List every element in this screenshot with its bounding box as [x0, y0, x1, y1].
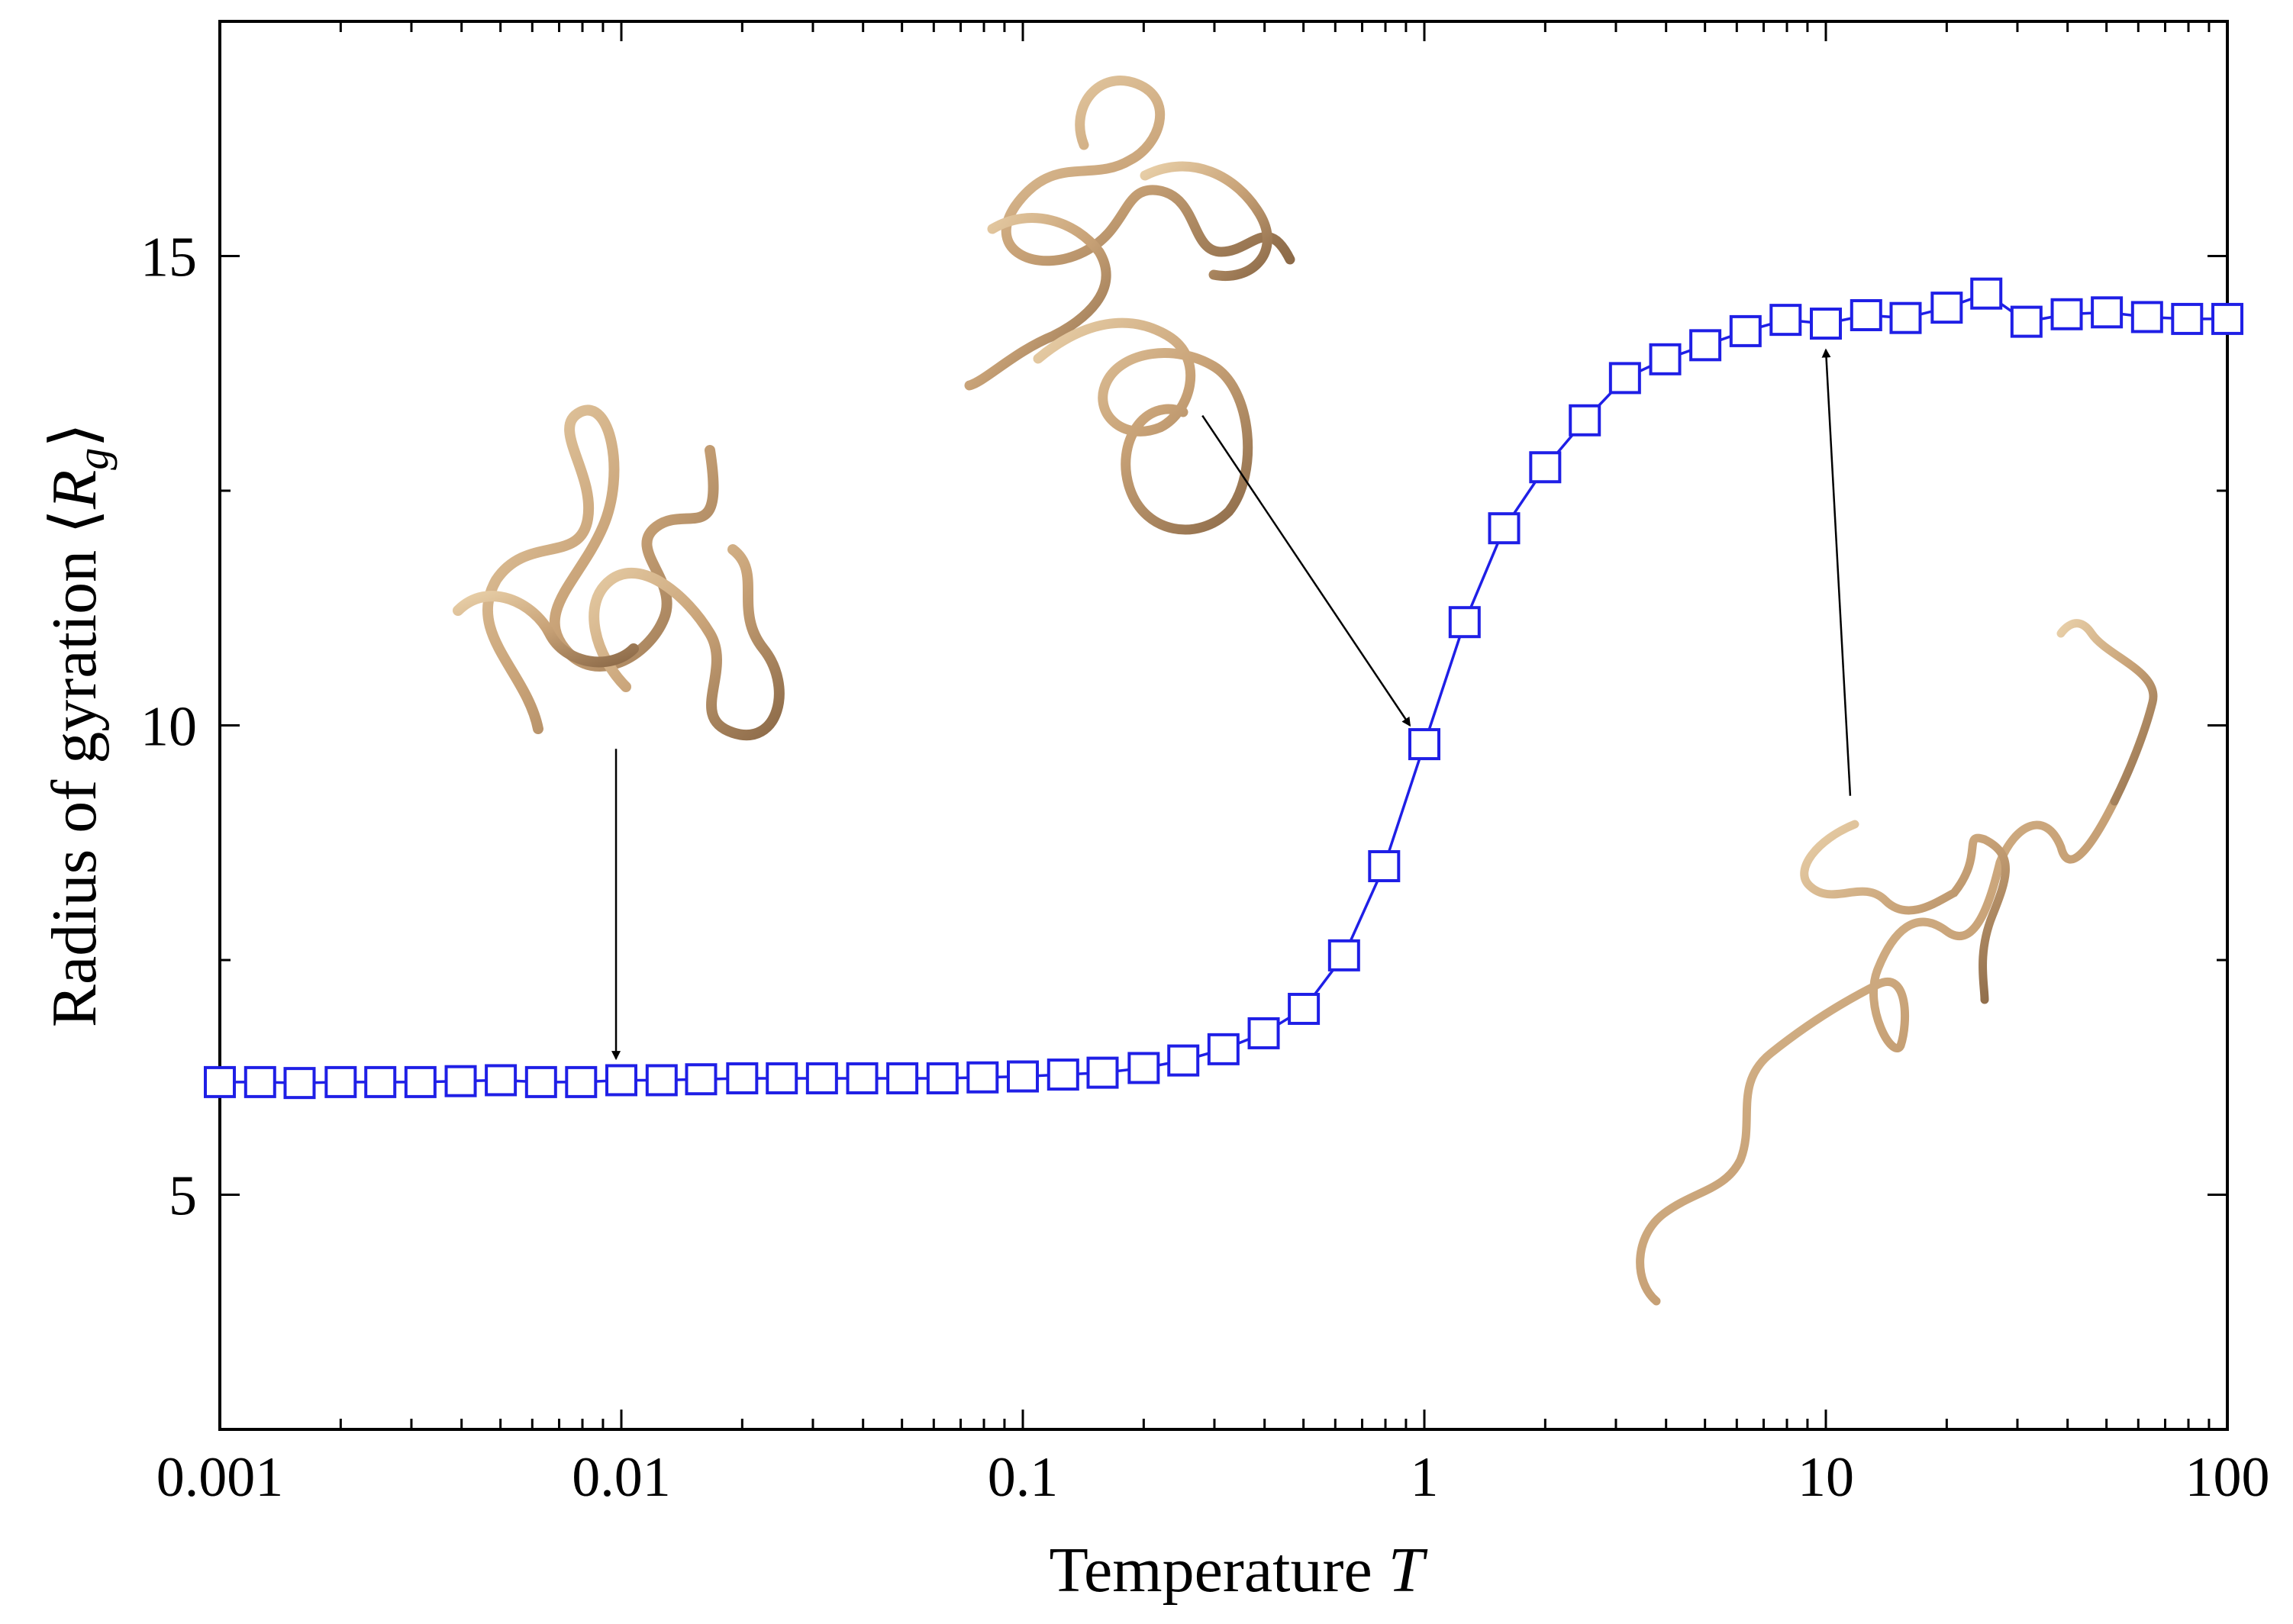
data-point-marker [886, 1062, 919, 1094]
data-point-marker [1608, 362, 1641, 395]
data-point-marker [1850, 298, 1882, 331]
data-point-marker [1930, 292, 1963, 324]
annotation-arrows [611, 348, 1852, 1061]
intermediate-coil-illustration [964, 76, 1295, 535]
data-point-marker [685, 1063, 718, 1096]
x-tick-label: 10 [1798, 1446, 1854, 1509]
plot-frame [218, 20, 2229, 1431]
data-point-marker [1729, 314, 1762, 347]
x-tick-label: 100 [2185, 1446, 2270, 1509]
data-point-marker [1368, 850, 1401, 882]
data-point-marker [565, 1065, 598, 1098]
data-point-marker [926, 1062, 959, 1094]
data-point-marker [1247, 1017, 1280, 1049]
data-point-marker [1127, 1052, 1160, 1084]
data-point-marker [404, 1065, 437, 1098]
data-point-marker [1327, 939, 1360, 972]
data-point-marker [1086, 1056, 1119, 1089]
data-point-marker [243, 1065, 276, 1098]
x-tick-label: 0.001 [156, 1446, 284, 1509]
y-axis-tick-labels: 5 10 15 [140, 227, 197, 1228]
compact-coil-illustration [453, 404, 785, 740]
data-point-marker [2050, 298, 2083, 330]
data-point-marker [1167, 1044, 1200, 1077]
y-axis-title-group: Radius of gyration ⟨Rg⟩ [39, 423, 118, 1027]
y-axis-ticks [220, 20, 2227, 1431]
data-point-marker [2171, 302, 2204, 335]
x-tick-label: 0.1 [988, 1446, 1059, 1509]
y-tick-label: 5 [169, 1165, 197, 1228]
x-axis-ticks [218, 21, 2229, 1429]
data-point-marker [1408, 728, 1440, 761]
data-point-marker [1970, 277, 2003, 310]
data-point-marker [726, 1062, 759, 1094]
y-axis-title: Radius of gyration ⟨Rg⟩ [39, 423, 118, 1027]
data-point-marker [324, 1065, 357, 1098]
data-point-marker [2130, 301, 2163, 334]
data-point-marker [645, 1064, 678, 1097]
data-point-marker [283, 1067, 316, 1100]
data-point-marker [1889, 301, 1922, 334]
data-point-marker [805, 1062, 838, 1094]
data-point-marker [1207, 1033, 1240, 1065]
data-point-marker [444, 1065, 477, 1097]
data-point-marker [966, 1061, 999, 1094]
series-markers-group [204, 277, 2243, 1100]
data-point-marker [524, 1065, 557, 1098]
x-tick-label: 1 [1411, 1446, 1439, 1509]
data-point-marker [1047, 1058, 1079, 1091]
x-tick-label: 0.01 [572, 1446, 671, 1509]
y-tick-label: 15 [140, 227, 197, 289]
data-point-marker [2211, 302, 2243, 335]
x-axis-tick-labels: 0.001 0.01 0.1 1 10 100 [156, 1446, 2270, 1509]
data-point-marker [766, 1062, 798, 1094]
data-point-marker [2010, 305, 2043, 338]
x-axis-title: Temperature T [1050, 1535, 1428, 1606]
data-point-marker [605, 1064, 637, 1097]
annotation-arrow [1821, 348, 1852, 796]
data-point-marker [1529, 451, 1562, 484]
data-point-marker [1689, 329, 1722, 362]
data-point-marker [485, 1064, 518, 1097]
data-point-marker [1569, 404, 1601, 437]
data-point-marker [1448, 606, 1481, 639]
data-point-marker [1007, 1060, 1039, 1093]
data-point-marker [1288, 992, 1321, 1025]
data-point-marker [204, 1065, 236, 1098]
data-point-marker [846, 1062, 879, 1094]
data-point-marker [1488, 512, 1521, 545]
data-point-marker [1810, 308, 1842, 340]
extended-chain-illustration [1636, 619, 2158, 1306]
data-point-marker [2091, 296, 2124, 329]
data-point-marker [1769, 304, 1802, 337]
y-tick-label: 10 [140, 696, 197, 759]
data-point-marker [364, 1065, 397, 1098]
annotation-arrow [1201, 414, 1411, 727]
plot-area-border [218, 20, 2229, 1431]
data-point-marker [1649, 343, 1682, 375]
